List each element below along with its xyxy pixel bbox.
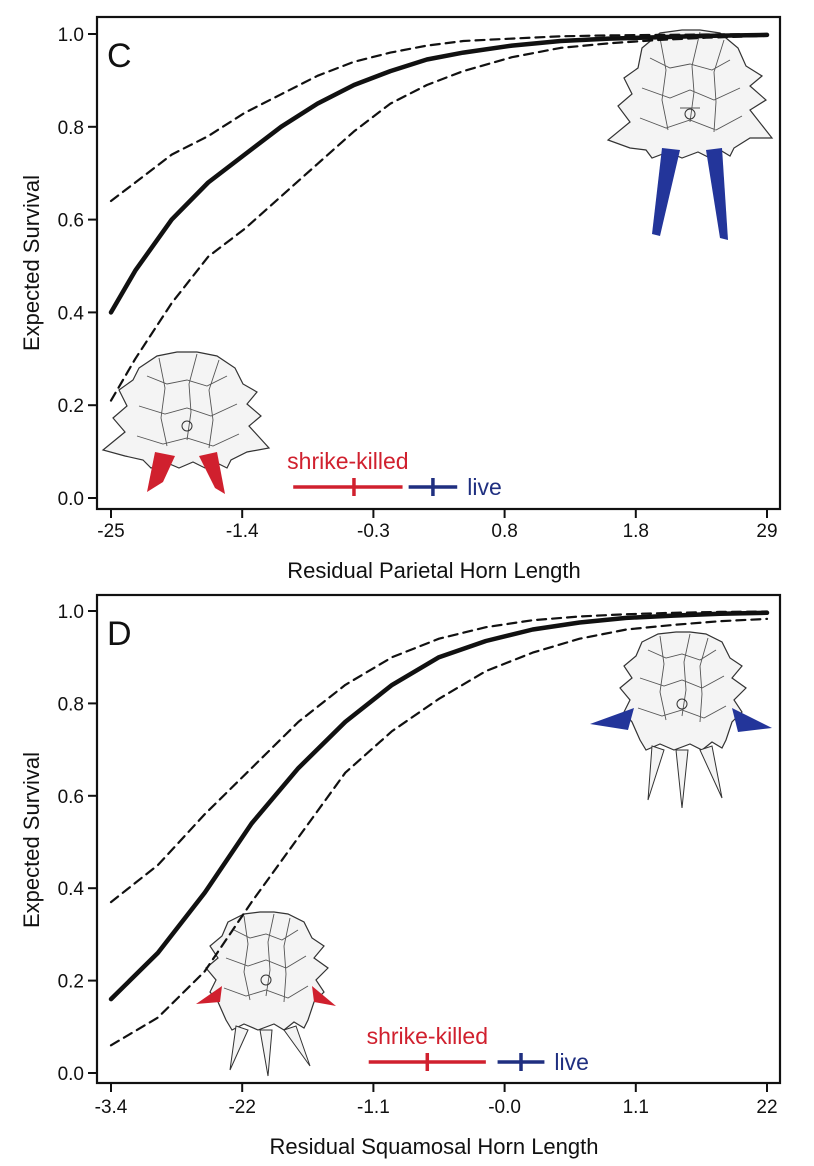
y-tick-label: 0.8 bbox=[58, 118, 84, 139]
x-tick-label: -0.3 bbox=[357, 521, 390, 542]
y-axis-title: Expected Survival bbox=[19, 175, 44, 351]
panel-letter: C bbox=[107, 37, 132, 75]
plot-frame bbox=[95, 15, 782, 511]
group-intervals: shrike-killed live bbox=[367, 1023, 589, 1075]
skull-illustration-red-parietal bbox=[101, 351, 271, 494]
x-tick-label: 0.8 bbox=[491, 521, 517, 542]
y-tick-label: 1.0 bbox=[58, 25, 84, 46]
y-tick-label: 0.6 bbox=[58, 211, 84, 232]
series-lower-ci bbox=[109, 34, 769, 402]
x-tick-label: 29 bbox=[756, 521, 777, 542]
survival-curves bbox=[108, 610, 770, 1047]
x-tick-label: -25 bbox=[97, 521, 124, 542]
y-tick-label: 0.6 bbox=[58, 787, 84, 808]
y-tick-label: 0.2 bbox=[58, 396, 84, 417]
group-label-live: live bbox=[467, 474, 502, 500]
x-tick-label: -0.0 bbox=[488, 1097, 521, 1118]
y-axis: 0.0 0.2 0.4 0.6 0.8 1.0 bbox=[58, 25, 97, 510]
skull-illustration-red-squamosal bbox=[196, 911, 336, 1077]
x-tick-label: 1.1 bbox=[623, 1097, 649, 1118]
series-upper-ci bbox=[109, 610, 769, 904]
series-fit bbox=[108, 32, 770, 315]
x-tick-label: -3.4 bbox=[95, 1097, 128, 1118]
y-tick-label: 0.2 bbox=[58, 972, 84, 993]
skull-illustration-blue-parietal bbox=[606, 29, 774, 240]
series-fit bbox=[108, 610, 770, 1002]
x-tick-label: -1.1 bbox=[357, 1097, 390, 1118]
x-axis: -25 -1.4 -0.3 0.8 1.8 29 bbox=[97, 509, 778, 542]
y-axis: 0.0 0.2 0.4 0.6 0.8 1.0 bbox=[58, 602, 97, 1085]
group-label-live: live bbox=[554, 1049, 589, 1075]
panel-letter: D bbox=[107, 615, 132, 653]
y-tick-label: 0.4 bbox=[58, 303, 85, 324]
panel-d: D shrike-killed live -3.4 -22 -1.1 -0.0 1.1 22 bbox=[19, 593, 782, 1159]
x-tick-label: 22 bbox=[756, 1097, 777, 1118]
x-axis-title: Residual Squamosal Horn Length bbox=[270, 1134, 599, 1159]
y-axis-title: Expected Survival bbox=[19, 752, 44, 928]
group-label-shrike-killed: shrike-killed bbox=[287, 448, 408, 474]
series-lower-ci bbox=[109, 617, 769, 1047]
series-upper-ci bbox=[109, 32, 769, 203]
x-tick-label: -22 bbox=[228, 1097, 255, 1118]
x-tick-label: 1.8 bbox=[623, 521, 649, 542]
y-tick-label: 0.8 bbox=[58, 694, 84, 715]
y-tick-label: 0.4 bbox=[58, 879, 85, 900]
group-intervals: shrike-killed live bbox=[287, 448, 502, 500]
x-axis-title: Residual Parietal Horn Length bbox=[287, 558, 581, 583]
skull-illustration-blue-squamosal bbox=[590, 631, 772, 809]
x-tick-label: -1.4 bbox=[226, 521, 259, 542]
y-tick-label: 1.0 bbox=[58, 602, 84, 623]
y-tick-label: 0.0 bbox=[58, 489, 84, 510]
group-label-shrike-killed: shrike-killed bbox=[367, 1023, 488, 1049]
x-axis: -3.4 -22 -1.1 -0.0 1.1 22 bbox=[95, 1083, 778, 1118]
y-tick-label: 0.0 bbox=[58, 1064, 84, 1085]
survival-curves bbox=[108, 32, 770, 402]
plot-frame bbox=[95, 593, 782, 1085]
